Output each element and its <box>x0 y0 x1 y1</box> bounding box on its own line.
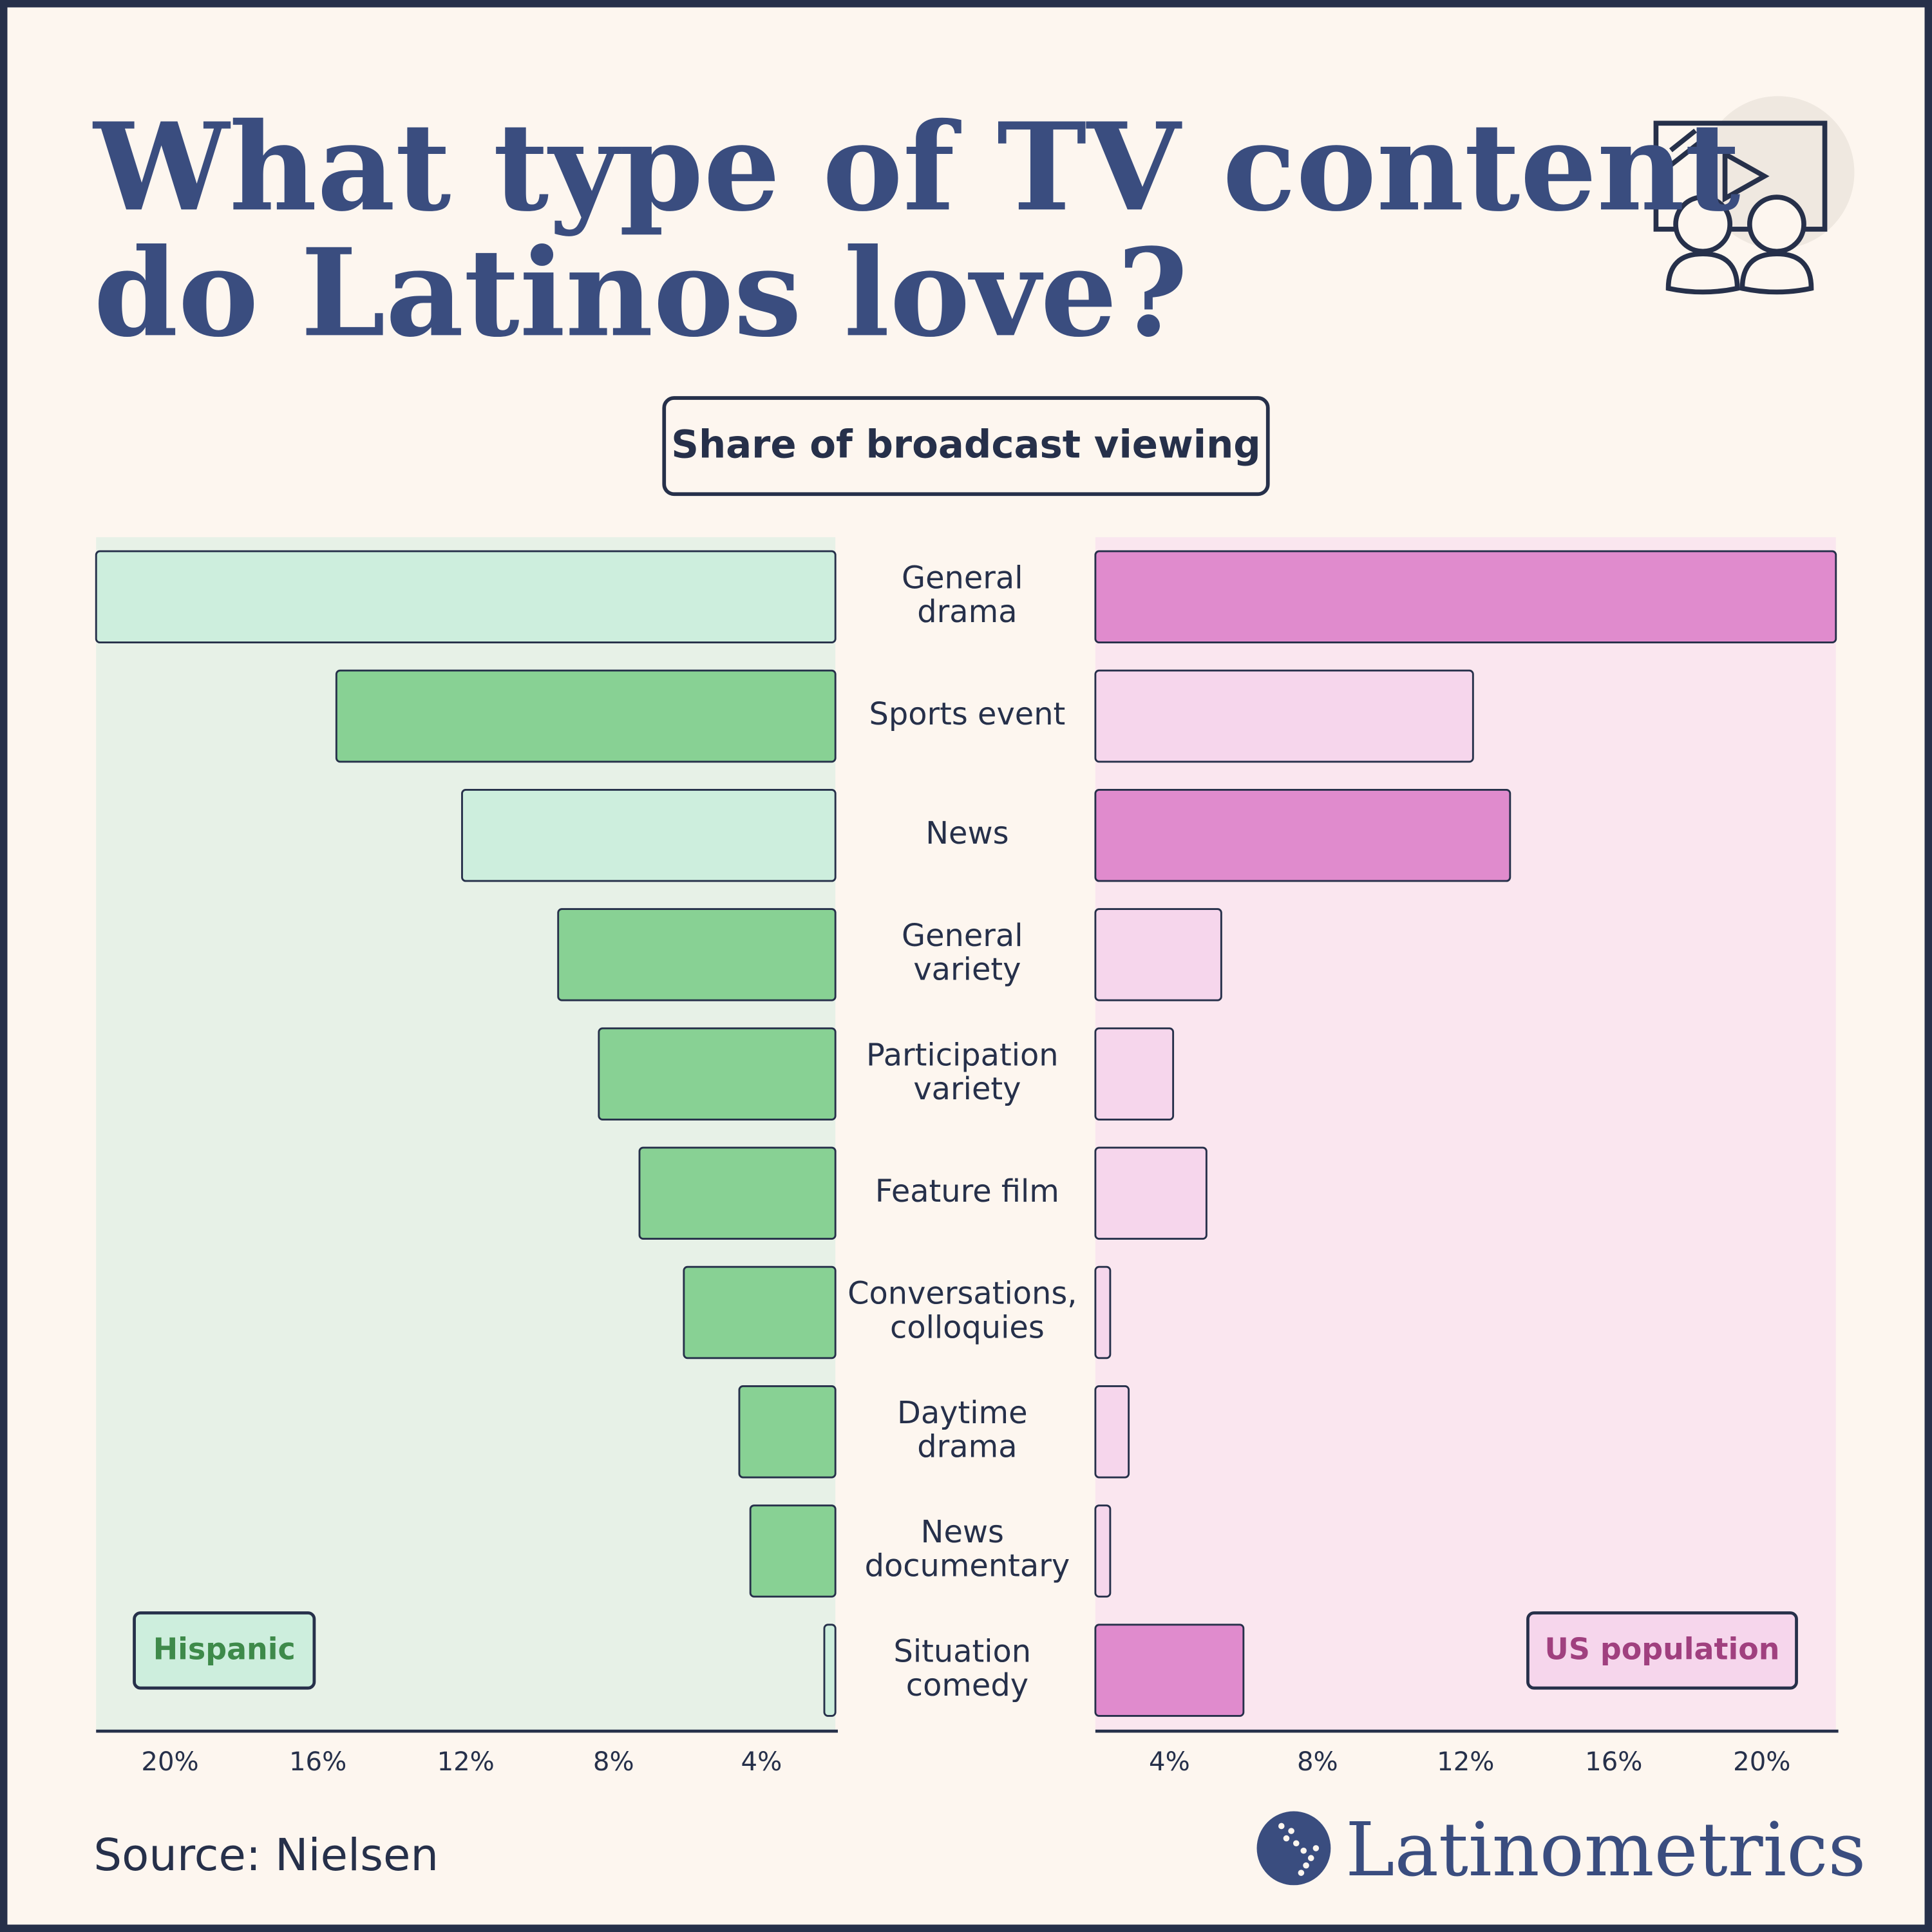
bar <box>1094 1027 1175 1121</box>
category-label: Situation comedy <box>893 1634 1041 1703</box>
x-tick-label: 12% <box>1437 1747 1494 1777</box>
category-label: Participation variety <box>866 1037 1068 1107</box>
bar <box>1094 1504 1112 1598</box>
legend-box <box>133 1611 316 1690</box>
x-tick-label: 4% <box>1149 1747 1190 1777</box>
category-label: Sports event <box>869 697 1066 732</box>
bar <box>1094 788 1511 882</box>
x-tick-label: 16% <box>289 1747 346 1777</box>
bar <box>823 1624 837 1717</box>
tv-icon <box>1653 96 1855 295</box>
x-tick-label: 8% <box>593 1747 634 1777</box>
bar <box>1094 550 1837 644</box>
bar <box>683 1265 837 1359</box>
bar <box>1094 669 1474 763</box>
category-label: Conversations, colloquies <box>848 1276 1087 1346</box>
category-label: Daytime drama <box>897 1396 1037 1465</box>
bar <box>95 550 837 644</box>
bar <box>738 1385 837 1479</box>
legend-label: Hispanic <box>153 1631 296 1666</box>
x-tick-label: 4% <box>741 1747 782 1777</box>
bar <box>557 908 837 1001</box>
category-label: Feature film <box>875 1174 1059 1209</box>
bar <box>638 1146 837 1240</box>
x-tick-label: 20% <box>141 1747 198 1777</box>
category-label: News <box>925 816 1009 851</box>
brand-logo <box>1256 1811 1331 1886</box>
bar <box>1094 908 1222 1001</box>
legend-box <box>1526 1611 1798 1690</box>
category-label: General drama <box>902 560 1033 630</box>
bar <box>1094 1385 1130 1479</box>
category-label: General variety <box>902 918 1033 988</box>
source: Source: Nielsen <box>93 1830 439 1881</box>
x-tick-label: 12% <box>437 1747 495 1777</box>
bar <box>1094 1624 1245 1717</box>
legend-label: US population <box>1545 1631 1780 1666</box>
x-tick-label: 8% <box>1297 1747 1338 1777</box>
brand-name: Latinometrics <box>1345 1807 1866 1893</box>
subtitle: Share of broadcast viewing <box>671 422 1261 467</box>
category-label: News documentary <box>865 1515 1070 1584</box>
subtitle-box <box>662 396 1270 497</box>
bar <box>1094 1265 1112 1359</box>
x-tick-label: 20% <box>1733 1747 1790 1777</box>
bar <box>598 1027 837 1121</box>
bar <box>461 788 837 882</box>
bar <box>335 669 837 763</box>
bar <box>1094 1146 1208 1240</box>
chart-title: What type of TV content do Latinos love? <box>92 97 1782 364</box>
bar <box>749 1504 837 1598</box>
x-tick-label: 16% <box>1585 1747 1642 1777</box>
